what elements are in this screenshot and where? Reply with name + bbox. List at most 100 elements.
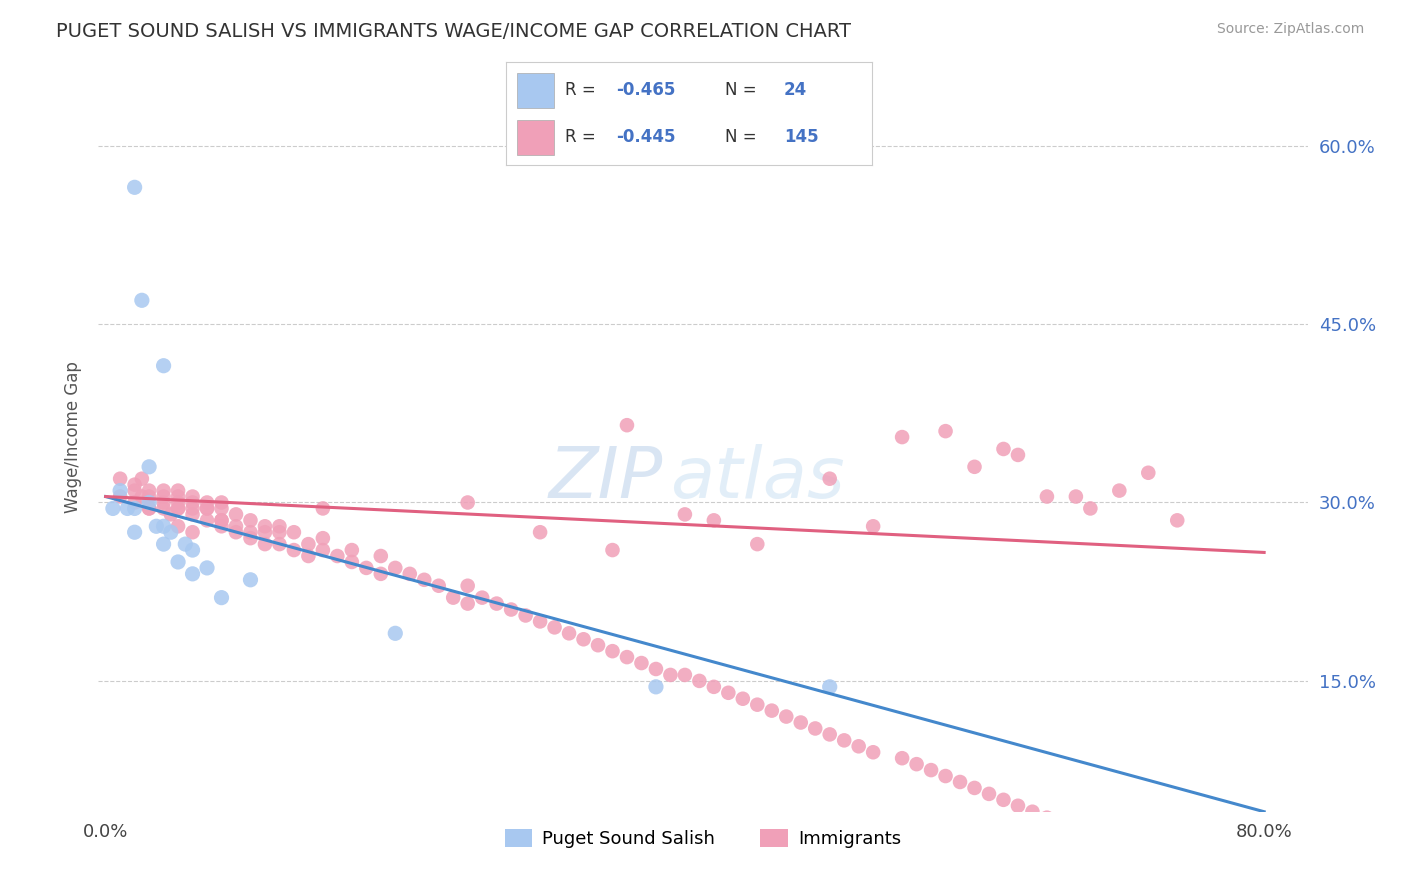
Point [181,495,204,509]
Point [174,537,197,551]
Point [790,715,813,730]
Point [529,525,551,540]
Point [963,459,986,474]
Point [457,495,479,509]
Point [152,359,174,373]
Text: PUGET SOUND SALISH VS IMMIGRANTS WAGE/INCOME GAP CORRELATION CHART: PUGET SOUND SALISH VS IMMIGRANTS WAGE/IN… [56,22,851,41]
Point [225,525,247,540]
Point [1036,811,1059,825]
Point [1050,816,1073,830]
Point [195,501,218,516]
Point [1195,876,1218,890]
Legend: Puget Sound Salish, Immigrants: Puget Sound Salish, Immigrants [498,822,908,855]
Point [543,620,565,634]
Point [993,793,1015,807]
Point [441,591,464,605]
Point [1166,864,1188,879]
Point [283,525,305,540]
Point [108,490,131,504]
Point [1108,483,1130,498]
Point [138,495,160,509]
Point [977,787,1000,801]
Point [152,537,174,551]
Point [131,472,153,486]
Point [138,483,160,498]
Text: 145: 145 [785,128,818,146]
Point [747,537,769,551]
Point [167,501,190,516]
Point [602,543,624,558]
Text: R =: R = [565,81,600,99]
Point [253,525,276,540]
Text: R =: R = [565,128,600,146]
Point [326,549,349,563]
Point [312,543,335,558]
Point [515,608,537,623]
Point [138,501,160,516]
Point [131,490,153,504]
Point [167,519,190,533]
Point [1152,858,1174,872]
Point [818,472,841,486]
Point [101,501,124,516]
Point [181,508,204,522]
Point [1094,834,1116,848]
Point [427,579,450,593]
Point [529,615,551,629]
Point [181,490,204,504]
Point [1225,888,1247,892]
Point [1181,870,1204,884]
Point [181,501,204,516]
Point [862,745,884,759]
Point [181,525,204,540]
Point [1166,513,1188,527]
Point [1021,805,1043,819]
Point [848,739,870,754]
Point [457,597,479,611]
Point [935,424,957,438]
Point [152,495,174,509]
Point [398,566,420,581]
Point [1122,847,1144,861]
Point [616,650,638,665]
Text: N =: N = [725,81,762,99]
Point [145,519,167,533]
Point [152,483,174,498]
Point [131,293,153,308]
Point [124,180,146,194]
Text: Source: ZipAtlas.com: Source: ZipAtlas.com [1216,22,1364,37]
Point [572,632,595,647]
Point [1064,490,1087,504]
Point [211,519,233,533]
Point [195,495,218,509]
Point [239,513,262,527]
Point [645,662,668,676]
Point [211,513,233,527]
Point [673,668,696,682]
Point [1137,466,1160,480]
Point [1007,798,1029,813]
Text: ZIP: ZIP [548,444,664,513]
Point [340,543,363,558]
Point [167,501,190,516]
Point [340,555,363,569]
Point [818,680,841,694]
Point [1007,448,1029,462]
Point [804,722,827,736]
Point [616,418,638,433]
Point [1080,829,1102,843]
Point [253,537,276,551]
Point [211,501,233,516]
Text: 24: 24 [785,81,807,99]
Point [993,442,1015,456]
Point [370,566,392,581]
Point [269,537,291,551]
Point [124,483,146,498]
Point [195,561,218,575]
Point [283,543,305,558]
Point [239,525,262,540]
Point [949,775,972,789]
Point [1080,501,1102,516]
Point [253,519,276,533]
Text: -0.465: -0.465 [616,81,675,99]
